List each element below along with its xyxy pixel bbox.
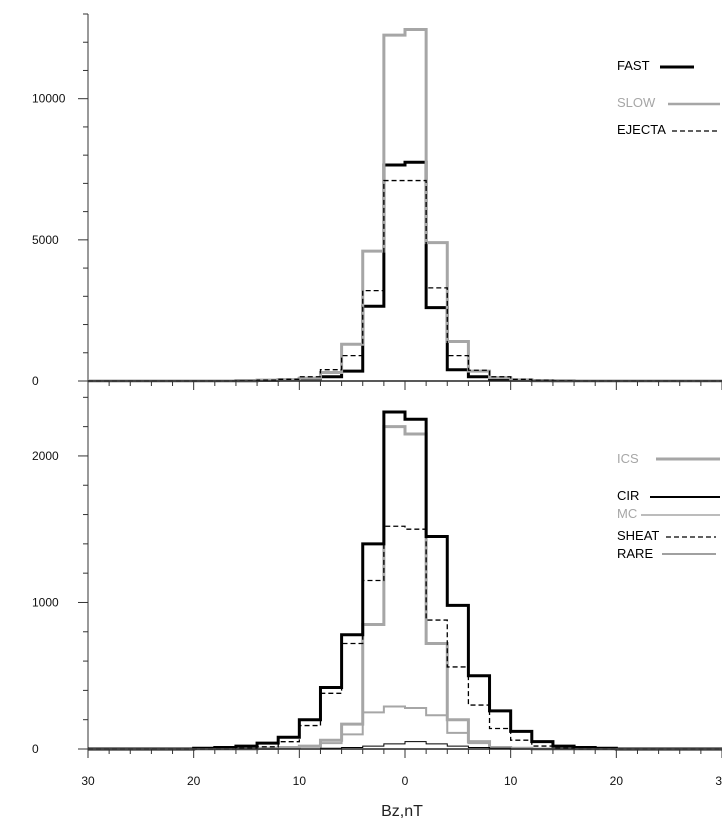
y-tick-label: 2000 <box>32 449 59 463</box>
x-tick-label: 10 <box>293 774 307 788</box>
legend-item-mc: MC <box>617 506 720 521</box>
bottom-y-ticks: 0 1000 2000 <box>32 396 88 756</box>
top-panel: 0 5000 10000 <box>32 13 722 390</box>
y-tick-label: 10000 <box>32 92 66 106</box>
top-x-ticks <box>87 381 722 390</box>
legend-item-sheat: SHEAT <box>617 528 716 543</box>
legend-item-ejecta: EJECTA <box>617 122 720 137</box>
legend-top: FAST SLOW EJECTA <box>617 58 720 137</box>
x-tick-label: 20 <box>610 774 624 788</box>
legend-item-slow: SLOW <box>617 95 720 110</box>
x-tick-label: 20 <box>187 774 201 788</box>
x-tick-label: 0 <box>402 774 409 788</box>
x-tick-label: 10 <box>504 774 518 788</box>
bottom-panel: 0 1000 2000 30 20 10 0 10 20 30 <box>32 390 722 788</box>
y-tick-label: 5000 <box>32 233 59 247</box>
y-tick-label: 0 <box>32 374 39 388</box>
legend-label-fast: FAST <box>617 58 650 73</box>
legend-label-mc: MC <box>617 506 637 521</box>
bottom-x-ticks: 30 20 10 0 10 20 30 <box>81 749 722 788</box>
x-axis-title: Bz,nT <box>381 803 423 820</box>
legend-label-slow: SLOW <box>617 95 656 110</box>
legend-item-cir: CIR <box>617 488 720 503</box>
x-tick-label: 30 <box>81 774 95 788</box>
legend-label-ejecta: EJECTA <box>617 122 666 137</box>
legend-item-ics: ICS <box>617 451 720 466</box>
x-tick-label: 30 <box>715 774 722 788</box>
legend-label-sheat: SHEAT <box>617 528 659 543</box>
y-tick-label: 0 <box>32 742 39 756</box>
legend-item-fast: FAST <box>617 58 694 73</box>
legend-bottom: ICS CIR MC SHEAT RARE <box>617 451 720 561</box>
series-cir-bottom <box>88 410 722 751</box>
legend-label-ics: ICS <box>617 451 639 466</box>
top-y-ticks: 0 5000 10000 <box>32 13 88 388</box>
legend-item-rare: RARE <box>617 546 716 561</box>
y-tick-label: 1000 <box>32 595 59 609</box>
legend-label-rare: RARE <box>617 546 653 561</box>
legend-label-cir: CIR <box>617 488 639 503</box>
